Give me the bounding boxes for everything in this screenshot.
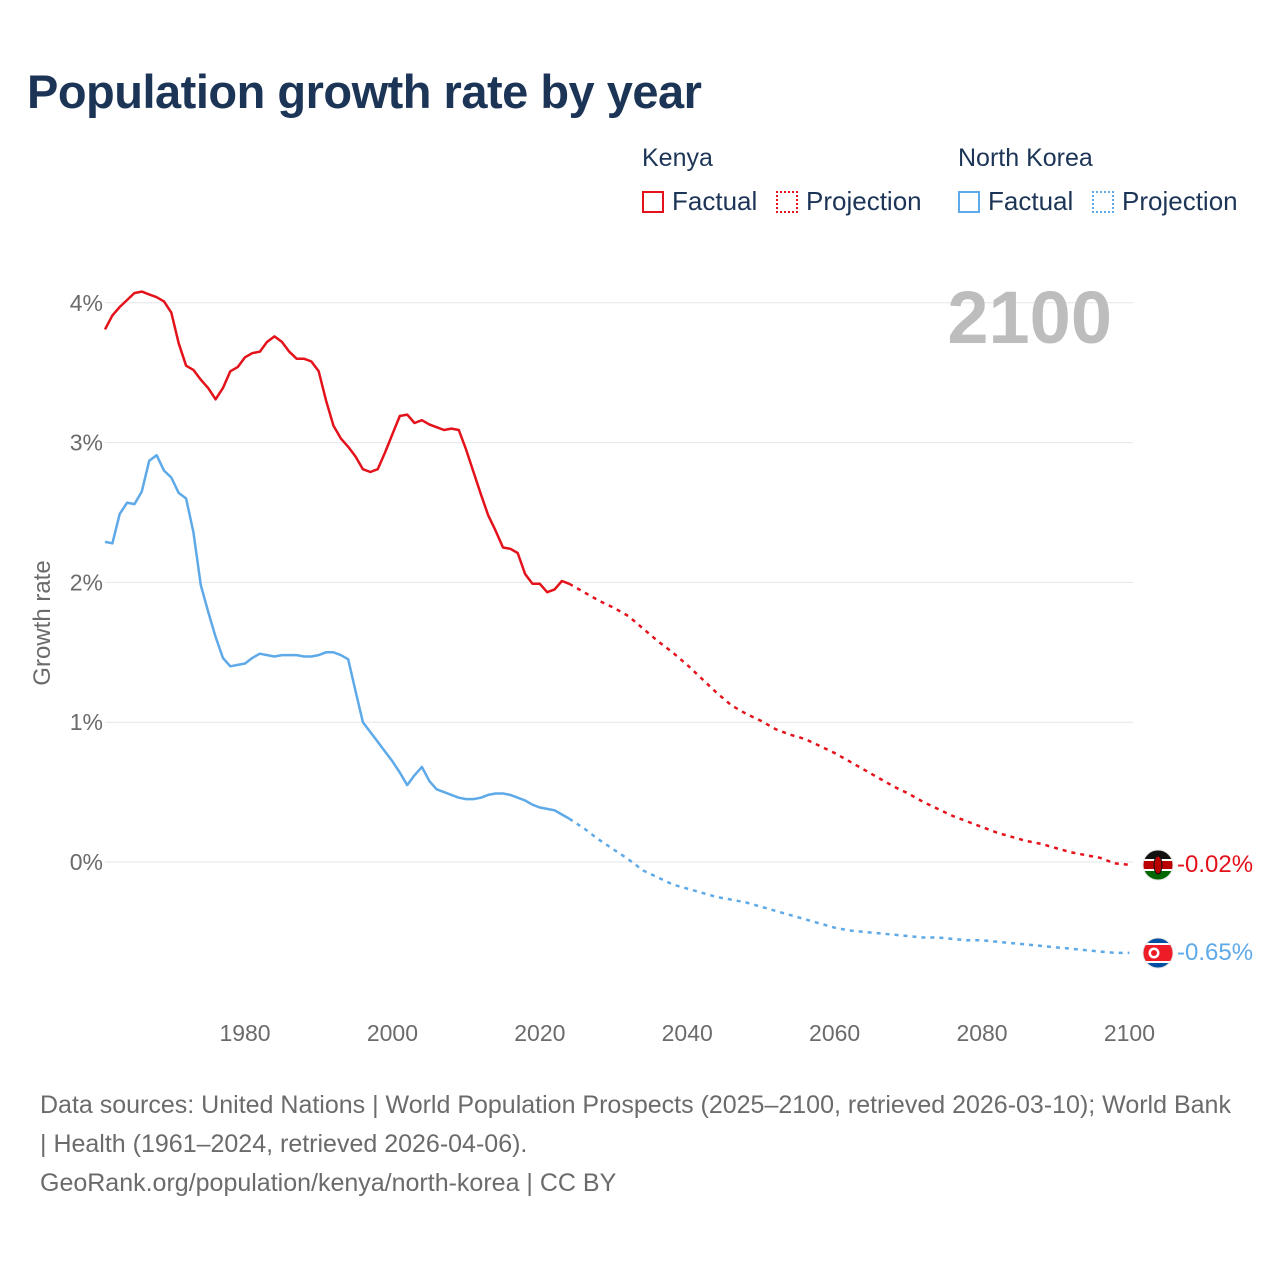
kenya-projection-line: [568, 582, 1130, 867]
chart-title: Population growth rate by year: [27, 65, 702, 118]
kenya-factual-line: [103, 290, 570, 594]
legend-kenya-title: Kenya: [642, 144, 713, 172]
x-tick-label: 2080: [956, 1020, 1007, 1046]
legend-north-korea-projection-label: Projection: [1122, 186, 1238, 216]
growth-rate-chart: 0%1%2%3%4% 1980 2000 2020 2040 2060 2080 2100 …: [29, 276, 1253, 1046]
north-korea-factual-line: [104, 453, 570, 820]
legend-north-korea-factual[interactable]: Factual: [958, 186, 1073, 217]
y-axis-ticks: 0% 1% 2% 3% 4%: [70, 290, 103, 875]
legend-kenya-factual-swatch: [642, 190, 664, 213]
grid-lines: [105, 302, 1133, 863]
legend-kenya-projection[interactable]: Projection: [776, 186, 922, 217]
north-korea-projection-line: [568, 817, 1130, 955]
y-tick-label: 2%: [70, 569, 103, 595]
credit-line: GeoRank.org/population/kenya/north-korea…: [40, 1169, 617, 1197]
y-tick-label: 1%: [70, 709, 103, 735]
x-axis-ticks: 1980 2000 2020 2040 2060 2080 2100: [219, 1020, 1155, 1046]
legend-north-korea-title: North Korea: [958, 144, 1093, 172]
x-tick-label: 2100: [1104, 1020, 1155, 1046]
kenya-flag: [1142, 849, 1174, 881]
x-tick-label: 2040: [662, 1020, 713, 1046]
legend-north-korea-factual-label: Factual: [988, 186, 1074, 216]
footer: Data sources: United Nations | World Pop…: [40, 1086, 1240, 1203]
legend-north-korea-projection-swatch: [1092, 190, 1114, 213]
legend-kenya-projection-label: Projection: [806, 186, 922, 216]
legend-kenya-factual[interactable]: Factual: [642, 186, 757, 217]
year-display: 2100: [947, 276, 1112, 359]
data-sources: Data sources: United Nations | World Pop…: [40, 1091, 1231, 1158]
north-korea-flag: [1142, 937, 1174, 969]
y-axis-label: Growth rate: [29, 560, 56, 685]
x-tick-label: 2000: [367, 1020, 418, 1046]
series-lines: [103, 290, 1130, 955]
north-korea-end-value-label: -0.65%: [1177, 939, 1253, 966]
x-tick-label: 2060: [809, 1020, 860, 1046]
y-tick-label: 4%: [70, 290, 103, 316]
kenya-end-value-label: -0.02%: [1177, 851, 1253, 878]
legend-kenya-projection-swatch: [776, 190, 798, 213]
y-tick-label: 0%: [70, 849, 103, 875]
y-tick-label: 3%: [70, 430, 103, 456]
x-tick-label: 1980: [219, 1020, 270, 1046]
x-tick-label: 2020: [514, 1020, 565, 1046]
legend-north-korea-projection[interactable]: Projection: [1092, 186, 1238, 217]
legend-north-korea-factual-swatch: [958, 190, 980, 213]
legend-kenya-factual-label: Factual: [672, 186, 758, 216]
